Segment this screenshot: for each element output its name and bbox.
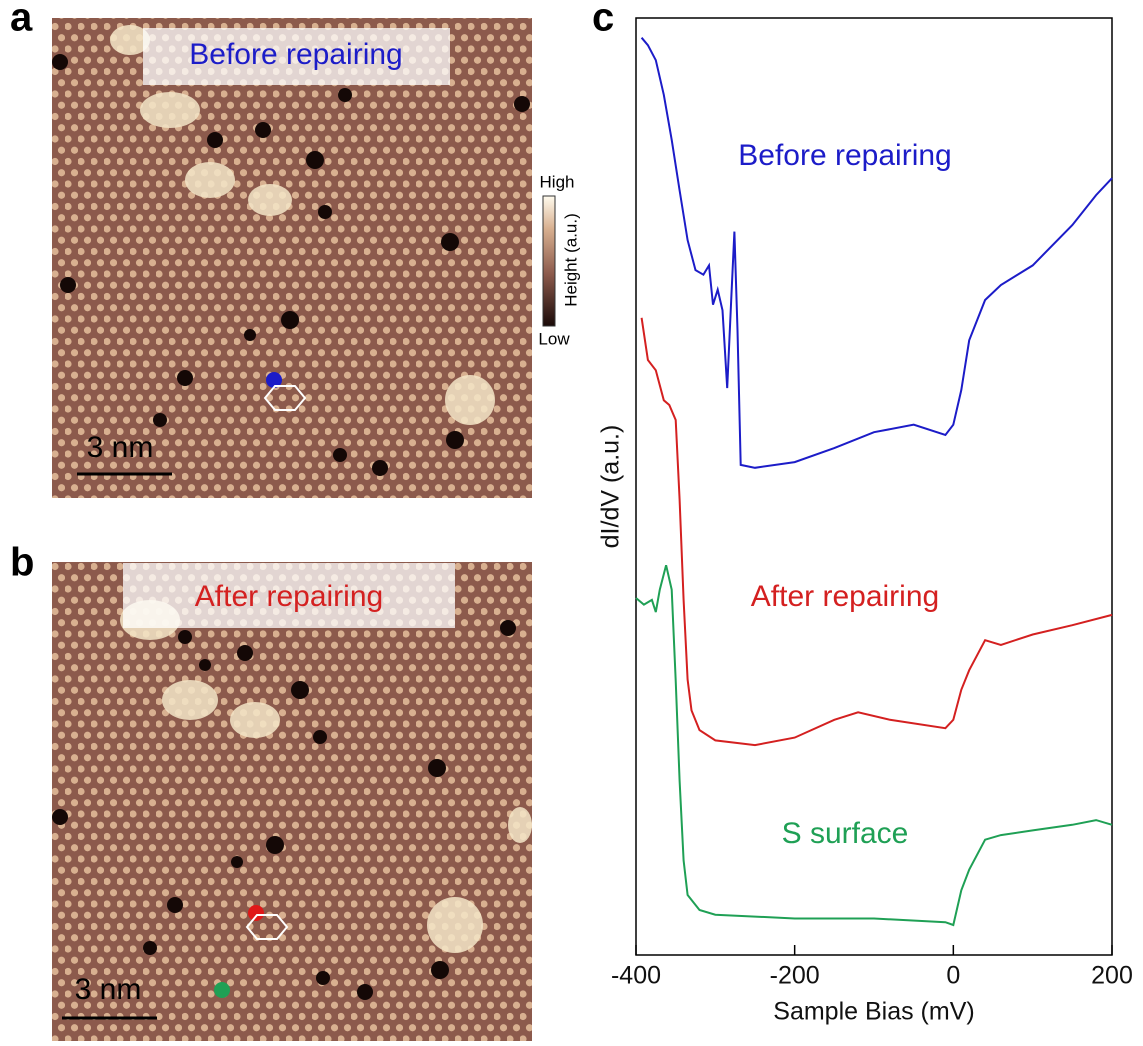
spectrum-line: [635, 564, 1113, 927]
tip-position: [248, 905, 264, 921]
x-axis-label: Sample Bias (mV): [773, 998, 974, 1026]
x-tick-label: -200: [770, 962, 820, 990]
tip-position: [214, 982, 230, 998]
x-tick-label: 200: [1091, 962, 1133, 990]
stm-image: [52, 18, 532, 498]
spectrum-line: [640, 317, 1113, 747]
tip-position: [266, 372, 282, 388]
label-box: [143, 28, 450, 85]
colorbar-title: Height (a.u.): [561, 213, 580, 307]
colorbar: [542, 195, 556, 327]
image-label: After repairing: [195, 580, 383, 613]
x-tick-label: -400: [611, 962, 661, 990]
series-label: S surface: [782, 817, 909, 850]
y-axis-label: dI/dV (a.u.): [597, 425, 625, 549]
plot-frame: [635, 17, 1113, 956]
panel-a: a Before repairing 3 nm High Low Height …: [10, 0, 580, 498]
colorbar-low: Low: [538, 329, 570, 348]
scale-bar-label: 3 nm: [75, 973, 142, 1006]
panel-letter: c: [592, 0, 614, 40]
scale-bar-label: 3 nm: [87, 431, 154, 464]
panel-b: b After repairing 3 nm: [10, 541, 532, 1041]
image-label: Before repairing: [189, 38, 402, 71]
spectrum-line: [640, 37, 1113, 469]
series-label: Before repairing: [738, 139, 951, 172]
colorbar-high: High: [540, 172, 575, 191]
vacancies: [52, 620, 516, 1000]
label-box: [123, 563, 455, 628]
hexagon: [263, 385, 307, 411]
series-label: After repairing: [751, 580, 939, 613]
bright-features: [120, 600, 532, 953]
x-tick-label: 0: [946, 962, 960, 990]
panel-letter: a: [10, 0, 33, 40]
stm-image: [52, 562, 532, 1041]
vacancies: [52, 54, 530, 476]
bright-features: [110, 25, 495, 425]
panel-c: c -400 -200 0 200 Sample Bias (mV) dI/dV (a.u…: [592, 0, 1133, 1026]
hexagon: [245, 914, 289, 940]
panel-letter: b: [10, 541, 34, 585]
